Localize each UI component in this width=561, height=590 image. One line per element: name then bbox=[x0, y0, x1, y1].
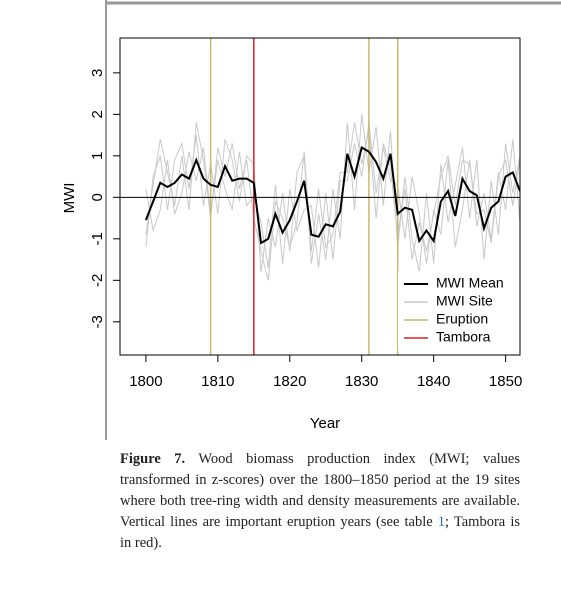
y-tick-label: -3 bbox=[89, 315, 106, 328]
chart: Year MWI 1800 1810 1820 1830 1840 1850 -3 -2 -1 0… bbox=[61, 0, 561, 440]
y-tick-label: 0 bbox=[89, 193, 106, 201]
x-tick-label: 1800 bbox=[129, 373, 162, 390]
y-tick-label: -1 bbox=[89, 232, 106, 245]
x-axis-label: Year bbox=[310, 415, 340, 432]
mean-line bbox=[144, 146, 520, 245]
caption-text: Wood biomass production index (MWI; valu… bbox=[120, 451, 520, 530]
y-tick-label: 2 bbox=[89, 110, 106, 118]
legend-label: MWI Mean bbox=[436, 275, 504, 291]
legend-label: Eruption bbox=[436, 311, 488, 327]
site-line bbox=[145, 114, 520, 273]
plot-box bbox=[119, 37, 521, 356]
plot-area bbox=[120, 38, 520, 355]
site-line bbox=[145, 122, 520, 268]
x-tick-label: 1850 bbox=[489, 373, 522, 390]
legend-label: MWI Site bbox=[436, 293, 493, 309]
y-tick-label: 3 bbox=[89, 69, 106, 77]
x-tick-label: 1810 bbox=[201, 373, 234, 390]
table-link[interactable]: 1 bbox=[437, 514, 446, 530]
y-tick-label: -2 bbox=[89, 274, 106, 287]
caption: Figure 7. Wood biomass production index … bbox=[120, 449, 520, 554]
site-line bbox=[145, 122, 520, 281]
y-tick-label: 1 bbox=[89, 152, 106, 160]
x-tick-label: 1820 bbox=[273, 373, 306, 390]
legend-label: Tambora bbox=[436, 329, 491, 345]
caption-text: ; Tambora is in red). bbox=[120, 514, 520, 551]
caption-label: Figure 7. bbox=[120, 451, 186, 467]
x-tick-label: 1830 bbox=[345, 373, 378, 390]
x-tick-label: 1840 bbox=[417, 373, 450, 390]
y-axis-label: MWI bbox=[61, 183, 78, 214]
